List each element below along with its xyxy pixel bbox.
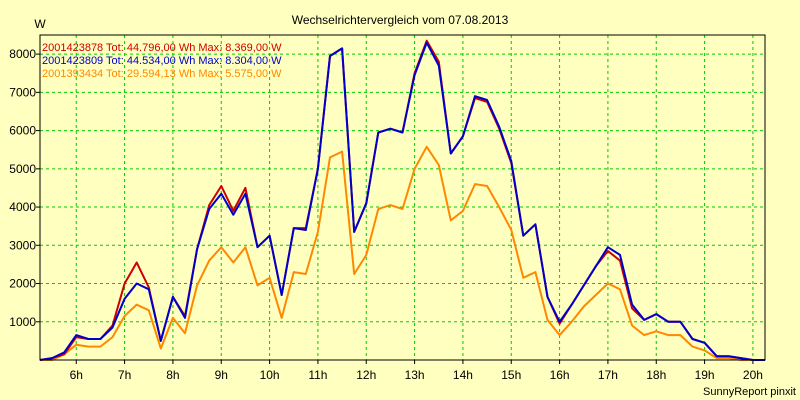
x-tick-label: 14h: [453, 368, 473, 382]
y-tick-label: 2000: [9, 277, 36, 291]
x-tick-label: 15h: [501, 368, 521, 382]
x-tick-label: 6h: [70, 368, 83, 382]
plot-border: [39, 34, 766, 361]
y-tick-label: 7000: [9, 85, 36, 99]
x-tick-label: 8h: [166, 368, 179, 382]
x-tick-label: 20h: [743, 368, 763, 382]
x-tick-label: 11h: [308, 368, 327, 382]
y-tick-label: 5000: [9, 162, 36, 176]
plot-area: [39, 34, 766, 361]
y-tick-label: 1000: [9, 315, 36, 329]
series-line-2001393434: [40, 145, 765, 361]
legend-entry-2001423809: 2001423809 Tot: 44.534,00 Wh Max: 8.304,…: [42, 55, 282, 67]
x-tick-label: 7h: [118, 368, 131, 382]
y-tick-label: 3000: [9, 238, 36, 252]
y-axis: 1000 2000 3000 4000 5000 6000 7000 8000: [9, 47, 40, 329]
credit-label: SunnyReport pinxit: [703, 386, 796, 398]
x-tick-label: 18h: [646, 368, 666, 382]
series-lines: [39, 39, 765, 361]
x-tick-label: 13h: [405, 368, 425, 382]
x-tick-label: 17h: [598, 368, 618, 382]
legend-entry-2001393434: 2001393434 Tot: 29.594,13 Wh Max: 5.575,…: [42, 68, 282, 80]
grid-lines: [40, 35, 765, 360]
y-tick-label: 4000: [9, 200, 36, 214]
x-tick-label: 10h: [260, 368, 280, 382]
x-axis: 6h 7h 8h 9h 10h 11h 12h 13h 14h 15h 16h 17h 18h 19h 20…: [70, 360, 763, 382]
y-tick-label: 8000: [9, 47, 36, 61]
x-tick-label: 9h: [215, 368, 228, 382]
x-tick-label: 16h: [550, 368, 570, 382]
y-axis-unit: W: [34, 17, 46, 31]
series-line-2001423809: [39, 41, 765, 361]
legend-entry-2001423878: 2001423878 Tot: 44.796,00 Wh Max: 8.369,…: [42, 42, 282, 54]
chart-title: Wechselrichtervergleich vom 07.08.2013: [292, 13, 509, 27]
x-tick-label: 12h: [356, 368, 376, 382]
legend: 2001423878 Tot: 44.796,00 Wh Max: 8.369,…: [42, 42, 282, 80]
x-tick-label: 19h: [695, 368, 715, 382]
y-tick-label: 6000: [9, 124, 36, 138]
